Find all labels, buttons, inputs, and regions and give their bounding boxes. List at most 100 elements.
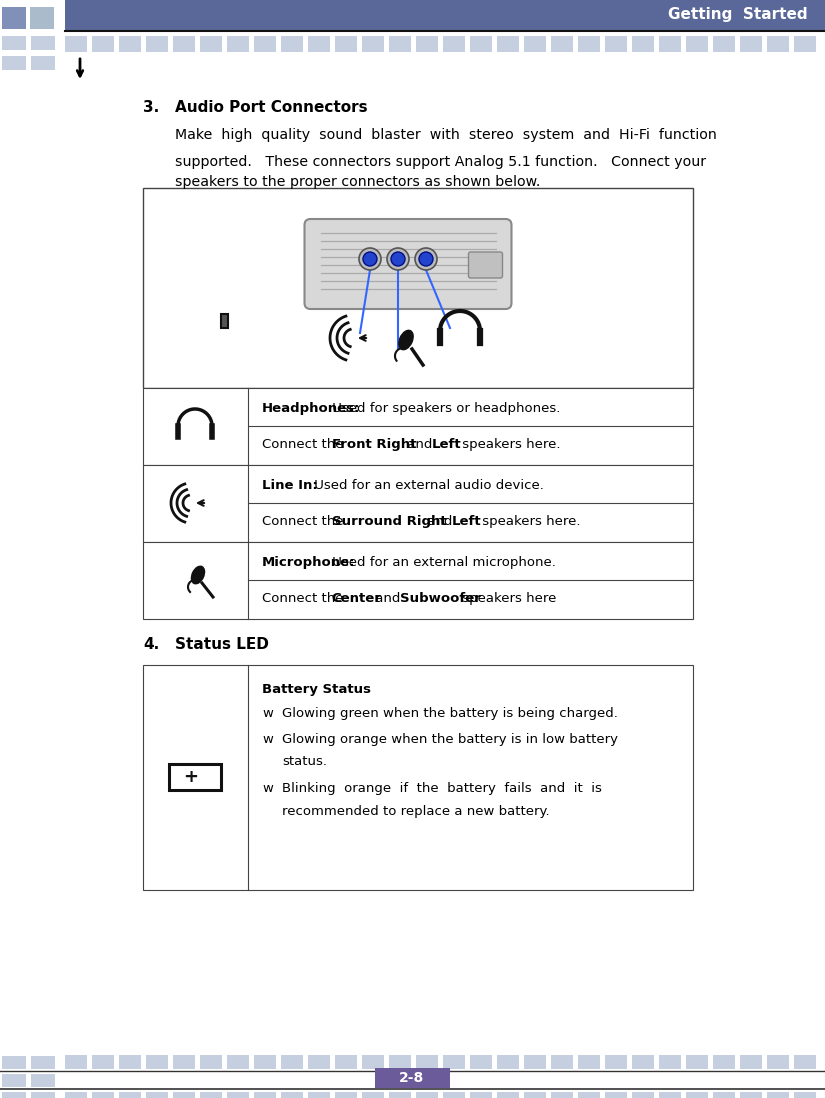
Circle shape	[363, 253, 377, 266]
Text: speakers here.: speakers here.	[458, 438, 561, 451]
Bar	[632, 36, 654, 52]
Bar	[254, 1055, 276, 1069]
Bar	[686, 36, 708, 52]
Text: Subwoofer: Subwoofer	[399, 592, 480, 605]
Bar	[794, 1055, 816, 1069]
Bar	[362, 36, 384, 52]
Text: Blinking  orange  if  the  battery  fails  and  it  is: Blinking orange if the battery fails and…	[282, 782, 602, 795]
Bar	[794, 36, 816, 52]
Text: Status LED: Status LED	[175, 637, 269, 652]
Bar	[632, 1093, 654, 1098]
Bar	[173, 1093, 195, 1098]
Bar	[143, 665, 693, 890]
Circle shape	[359, 248, 381, 270]
Bar	[143, 542, 693, 619]
Bar	[146, 36, 168, 52]
Text: Line In:: Line In:	[262, 479, 318, 492]
Text: Used for speakers or headphones.: Used for speakers or headphones.	[328, 402, 560, 415]
Bar	[767, 1055, 789, 1069]
Bar	[200, 1093, 222, 1098]
Text: Battery Status: Battery Status	[262, 683, 371, 696]
Bar	[389, 36, 411, 52]
Bar	[200, 1055, 222, 1069]
Bar	[65, 1093, 87, 1098]
Bar	[92, 36, 114, 52]
Bar	[30, 7, 54, 29]
Text: Left: Left	[432, 438, 462, 451]
Bar	[227, 1055, 249, 1069]
Bar	[578, 36, 600, 52]
Bar	[578, 1055, 600, 1069]
Bar	[362, 1093, 384, 1098]
Bar	[605, 36, 627, 52]
Text: w: w	[262, 782, 273, 795]
Bar	[2, 1093, 26, 1098]
Bar	[2, 36, 26, 51]
Bar	[200, 36, 222, 52]
Bar	[578, 1093, 600, 1098]
Text: Getting  Started: Getting Started	[668, 8, 808, 22]
Bar	[119, 1055, 141, 1069]
Bar	[416, 1093, 438, 1098]
Text: Glowing green when the battery is being charged.: Glowing green when the battery is being …	[282, 707, 618, 720]
Bar	[524, 1055, 546, 1069]
Bar	[31, 1093, 55, 1098]
Bar	[308, 36, 330, 52]
Text: recommended to replace a new battery.: recommended to replace a new battery.	[282, 805, 549, 818]
Bar	[143, 388, 693, 464]
Bar	[389, 1055, 411, 1069]
Text: Left: Left	[451, 515, 481, 528]
Text: supported.   These connectors support Analog 5.1 function.   Connect your: supported. These connectors support Anal…	[175, 155, 706, 169]
Bar	[65, 36, 87, 52]
Bar	[31, 56, 55, 70]
Bar	[2, 7, 26, 29]
Bar	[713, 1093, 735, 1098]
Bar	[686, 1055, 708, 1069]
Bar	[173, 1055, 195, 1069]
Bar	[254, 1093, 276, 1098]
Circle shape	[415, 248, 437, 270]
Bar	[227, 36, 249, 52]
Bar	[686, 1093, 708, 1098]
Text: w: w	[262, 707, 273, 720]
Bar	[470, 36, 492, 52]
Bar	[308, 1055, 330, 1069]
Bar	[605, 1055, 627, 1069]
Text: Front Right: Front Right	[332, 438, 416, 451]
Bar	[335, 1093, 357, 1098]
Bar	[443, 1055, 465, 1069]
Bar	[65, 1055, 87, 1069]
Circle shape	[391, 253, 405, 266]
Text: status.: status.	[282, 755, 327, 768]
Text: Make  high  quality  sound  blaster  with  stereo  system  and  Hi-Fi  function: Make high quality sound blaster with ste…	[175, 128, 717, 142]
Text: speakers to the proper connectors as shown below.: speakers to the proper connectors as sho…	[175, 175, 540, 189]
Text: Audio Port Connectors: Audio Port Connectors	[175, 100, 368, 115]
Bar	[794, 1093, 816, 1098]
Bar	[443, 36, 465, 52]
Bar	[740, 1055, 762, 1069]
Bar	[143, 188, 693, 388]
Bar	[227, 1093, 249, 1098]
Circle shape	[419, 253, 433, 266]
Bar	[605, 1093, 627, 1098]
Bar	[551, 36, 573, 52]
Bar	[659, 36, 681, 52]
Bar	[2, 56, 26, 70]
Text: Connect the: Connect the	[262, 592, 348, 605]
Bar	[659, 1055, 681, 1069]
Text: Connect the: Connect the	[262, 438, 348, 451]
Bar	[497, 1093, 519, 1098]
Bar	[254, 36, 276, 52]
Bar	[31, 36, 55, 51]
Ellipse shape	[398, 329, 414, 350]
Text: +: +	[183, 768, 199, 786]
Bar	[470, 1093, 492, 1098]
Bar	[92, 1055, 114, 1069]
Bar	[335, 1055, 357, 1069]
Text: speakers here.: speakers here.	[478, 515, 580, 528]
Bar	[551, 1055, 573, 1069]
Bar	[308, 1093, 330, 1098]
Bar	[146, 1093, 168, 1098]
Bar	[335, 36, 357, 52]
Bar	[767, 1093, 789, 1098]
